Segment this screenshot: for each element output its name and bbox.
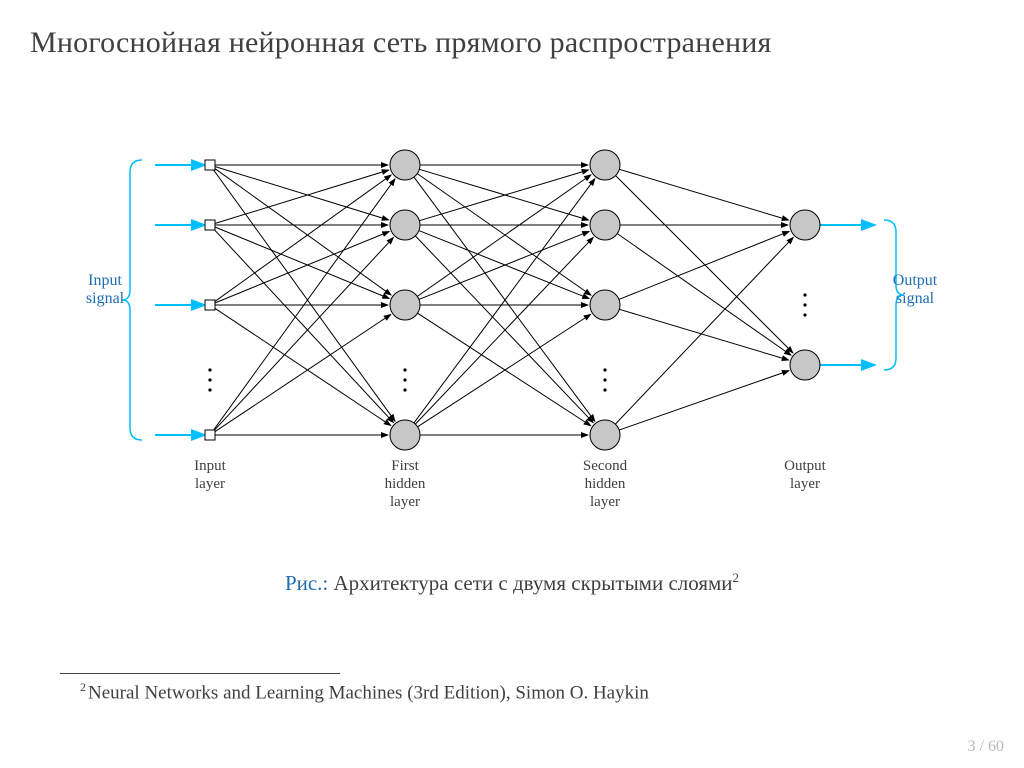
edge — [419, 231, 589, 299]
page-current: 3 — [968, 738, 976, 755]
figure-label: Рис.: — [285, 571, 328, 595]
figure-caption-text: Архитектура сети с двумя скрытыми слоями — [334, 571, 733, 595]
neuron-node — [590, 210, 620, 240]
layer-label: layer — [195, 476, 225, 492]
layer-label: hidden — [385, 476, 426, 492]
edge — [215, 227, 390, 299]
page-number: 3 / 60 — [968, 738, 1004, 756]
figure-caption: Рис.: Архитектура сети с двумя скрытыми … — [0, 570, 1024, 596]
page-total: 60 — [988, 738, 1004, 755]
footnote: 2Neural Networks and Learning Machines (… — [80, 680, 649, 704]
ellipsis-dot — [403, 368, 406, 371]
edge — [619, 169, 788, 220]
ellipsis-dot — [603, 368, 606, 371]
io-label: signal — [896, 290, 935, 307]
ellipsis-dot — [208, 378, 211, 381]
ellipsis-dot — [803, 303, 806, 306]
ellipsis-dot — [208, 368, 211, 371]
ellipsis-dot — [403, 388, 406, 391]
io-label: Input — [88, 272, 122, 289]
footnote-text: Neural Networks and Learning Machines (3… — [88, 682, 649, 703]
input-node — [205, 160, 215, 170]
input-node — [205, 430, 215, 440]
io-label: signal — [86, 290, 125, 307]
slide-title: Многоснойная нейронная сеть прямого расп… — [30, 26, 771, 60]
ellipsis-dot — [208, 388, 211, 391]
neuron-node — [790, 210, 820, 240]
ellipsis-dot — [603, 378, 606, 381]
input-node — [205, 220, 215, 230]
edge — [619, 309, 788, 360]
ellipsis-dot — [803, 313, 806, 316]
layer-label: Output — [784, 458, 827, 474]
neuron-node — [390, 150, 420, 180]
figure-caption-sup: 2 — [733, 570, 740, 585]
edge — [616, 176, 793, 353]
layer-label: hidden — [585, 476, 626, 492]
neuron-node — [390, 290, 420, 320]
neuron-node — [590, 420, 620, 450]
edge — [214, 308, 391, 426]
layer-label: layer — [390, 494, 420, 510]
edge — [215, 170, 389, 224]
edge — [417, 174, 591, 296]
edge — [619, 371, 789, 430]
neuron-node — [590, 150, 620, 180]
network-diagram: Input layer First hidden layer Second hidden la… — [60, 120, 960, 540]
footnote-rule — [60, 673, 340, 674]
layer-label: layer — [790, 476, 820, 492]
page-sep: / — [976, 738, 988, 755]
io-label: Output — [893, 272, 938, 289]
ellipsis-dot — [603, 388, 606, 391]
neuron-node — [390, 210, 420, 240]
layer-label: Input — [194, 458, 226, 474]
neuron-node — [390, 420, 420, 450]
neuron-node — [790, 350, 820, 380]
ellipsis-dot — [403, 378, 406, 381]
layer-label: Second — [583, 458, 628, 474]
edge — [215, 166, 389, 220]
input-node — [205, 300, 215, 310]
edge — [213, 169, 395, 421]
edge — [419, 231, 589, 299]
footnote-sup: 2 — [80, 680, 86, 694]
layer-label: layer — [590, 494, 620, 510]
layer-label: First — [391, 458, 419, 474]
edge — [414, 179, 595, 423]
edge — [617, 234, 791, 356]
neuron-node — [590, 290, 620, 320]
edge — [417, 175, 591, 297]
edge — [214, 168, 391, 295]
edge — [419, 170, 588, 221]
ellipsis-dot — [803, 293, 806, 296]
edge — [619, 231, 789, 299]
edge — [214, 314, 391, 432]
io-bracket — [122, 160, 142, 440]
edge — [418, 313, 591, 426]
